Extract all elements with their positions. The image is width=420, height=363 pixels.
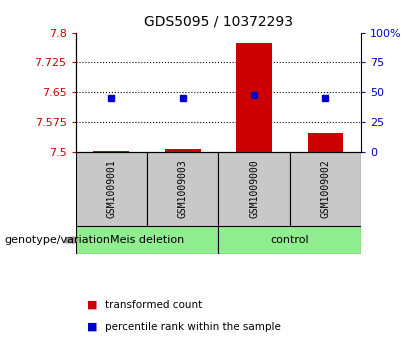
Title: GDS5095 / 10372293: GDS5095 / 10372293	[144, 15, 293, 29]
Bar	[76, 226, 218, 254]
Text: control: control	[270, 235, 309, 245]
Bar	[307, 133, 343, 152]
Bar	[147, 152, 218, 226]
Text: genotype/variation: genotype/variation	[4, 235, 110, 245]
Bar	[76, 152, 147, 226]
Bar	[93, 151, 129, 152]
Bar	[218, 152, 290, 226]
Bar	[290, 152, 361, 226]
Text: ■: ■	[87, 322, 98, 332]
Bar	[165, 148, 200, 152]
Text: Meis deletion: Meis deletion	[110, 235, 184, 245]
Text: GSM1009001: GSM1009001	[106, 160, 116, 219]
Bar	[218, 226, 361, 254]
Text: GSM1009003: GSM1009003	[178, 160, 188, 219]
Text: ■: ■	[87, 300, 98, 310]
Text: GSM1009002: GSM1009002	[320, 160, 331, 219]
Text: transformed count: transformed count	[105, 300, 202, 310]
Bar	[236, 42, 272, 152]
Text: percentile rank within the sample: percentile rank within the sample	[105, 322, 281, 332]
Text: GSM1009000: GSM1009000	[249, 160, 259, 219]
